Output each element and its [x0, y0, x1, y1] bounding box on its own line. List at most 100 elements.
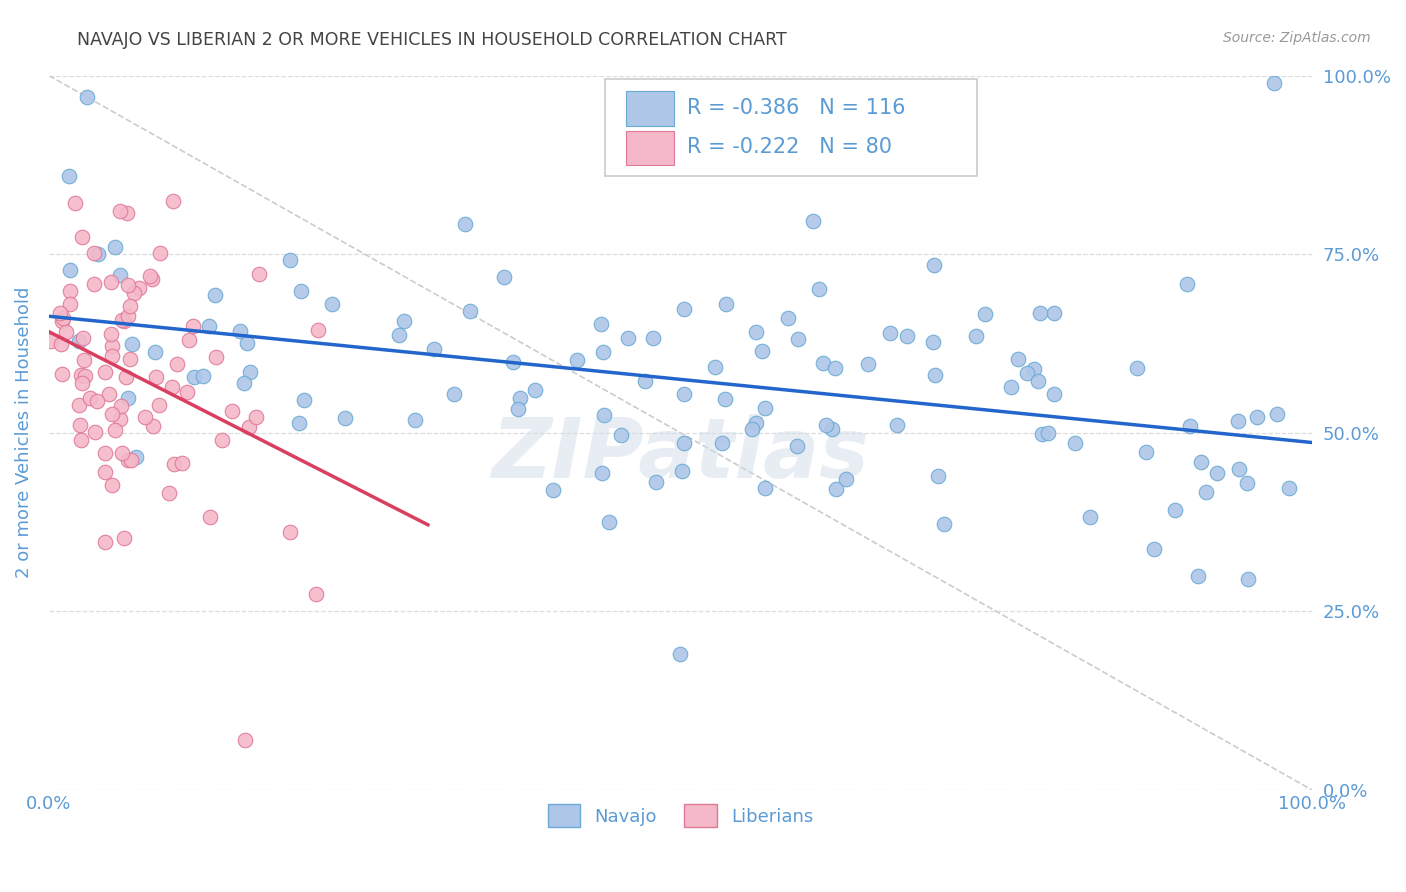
Point — [669, 647, 692, 661]
Point — [49, 336, 72, 351]
Point — [163, 457, 186, 471]
Point — [673, 387, 696, 401]
Point — [825, 482, 848, 496]
Point — [454, 217, 477, 231]
Point — [1043, 386, 1066, 401]
Point — [593, 408, 616, 422]
Point — [292, 393, 315, 408]
Point — [233, 732, 256, 747]
Legend: Navajo, Liberians: Navajo, Liberians — [540, 797, 821, 835]
Point — [112, 531, 135, 545]
Point — [751, 343, 773, 358]
Point — [128, 281, 150, 295]
Point — [820, 421, 842, 435]
Point — [1205, 467, 1227, 481]
Point — [714, 392, 737, 406]
Point — [502, 354, 524, 368]
Point — [974, 307, 997, 321]
Point — [1227, 462, 1250, 476]
Point — [704, 360, 727, 375]
Point — [79, 391, 101, 405]
Point — [932, 516, 955, 531]
Y-axis label: 2 or more Vehicles in Household: 2 or more Vehicles in Household — [15, 287, 32, 578]
Point — [1000, 379, 1022, 393]
Text: NAVAJO VS LIBERIAN 2 OR MORE VEHICLES IN HOUSEHOLD CORRELATION CHART: NAVAJO VS LIBERIAN 2 OR MORE VEHICLES IN… — [77, 31, 787, 49]
Point — [142, 419, 165, 434]
Point — [72, 330, 94, 344]
Point — [204, 350, 226, 364]
Point — [87, 247, 110, 261]
Point — [290, 284, 312, 298]
Point — [69, 433, 91, 447]
Text: R = -0.386   N = 116: R = -0.386 N = 116 — [686, 97, 905, 118]
Point — [143, 345, 166, 359]
Point — [786, 332, 808, 346]
Point — [200, 509, 222, 524]
Point — [104, 423, 127, 437]
Point — [101, 477, 124, 491]
Bar — [626, 91, 673, 126]
Point — [1227, 414, 1250, 428]
Point — [1064, 436, 1087, 450]
Point — [117, 310, 139, 324]
Point — [321, 297, 343, 311]
Point — [672, 436, 695, 450]
Point — [278, 524, 301, 539]
Point — [567, 353, 589, 368]
Point — [392, 314, 415, 328]
Point — [591, 466, 613, 480]
Point — [148, 399, 170, 413]
Point — [94, 465, 117, 479]
Point — [138, 269, 160, 284]
Point — [122, 286, 145, 301]
Point — [443, 387, 465, 401]
Point — [177, 333, 200, 347]
Point — [778, 310, 800, 325]
Point — [211, 434, 233, 448]
Point — [70, 230, 93, 244]
Point — [307, 323, 329, 337]
Point — [824, 361, 846, 376]
Point — [754, 401, 776, 415]
Point — [100, 407, 122, 421]
Point — [198, 318, 221, 333]
Point — [73, 352, 96, 367]
Point — [94, 535, 117, 549]
Point — [745, 416, 768, 430]
Point — [65, 196, 87, 211]
Point — [922, 258, 945, 272]
Point — [121, 337, 143, 351]
Point — [801, 214, 824, 228]
Point — [1036, 426, 1059, 441]
Point — [83, 277, 105, 291]
Point — [541, 483, 564, 497]
Point — [922, 335, 945, 350]
Point — [49, 306, 72, 320]
Point — [1180, 419, 1202, 434]
Point — [104, 240, 127, 254]
Point — [745, 325, 768, 339]
Point — [117, 391, 139, 405]
Text: Source: ZipAtlas.com: Source: ZipAtlas.com — [1223, 31, 1371, 45]
Point — [643, 331, 665, 345]
Point — [115, 205, 138, 219]
Point — [59, 284, 82, 298]
Point — [67, 334, 90, 348]
Point — [591, 317, 613, 331]
Point — [1031, 426, 1053, 441]
Point — [287, 416, 309, 430]
Point — [118, 299, 141, 313]
Point — [634, 375, 657, 389]
Point — [69, 418, 91, 433]
Point — [176, 384, 198, 399]
Point — [856, 357, 879, 371]
Point — [59, 297, 82, 311]
Point — [112, 314, 135, 328]
Point — [886, 417, 908, 432]
Point — [965, 329, 987, 343]
Point — [1236, 476, 1258, 491]
Point — [786, 438, 808, 452]
Point — [1022, 361, 1045, 376]
Point — [101, 338, 124, 352]
Point — [101, 349, 124, 363]
